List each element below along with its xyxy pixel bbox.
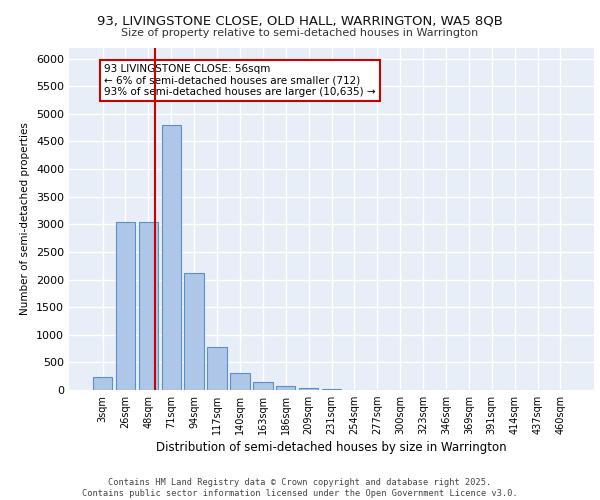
Bar	[208, 347, 227, 390]
Text: Size of property relative to semi-detached houses in Warrington: Size of property relative to semi-detach…	[121, 28, 479, 38]
Text: 93, LIVINGSTONE CLOSE, OLD HALL, WARRINGTON, WA5 8QB: 93, LIVINGSTONE CLOSE, OLD HALL, WARRING…	[97, 15, 503, 28]
Bar	[116, 222, 135, 390]
Bar	[184, 273, 204, 390]
Text: 93 LIVINGSTONE CLOSE: 56sqm
← 6% of semi-detached houses are smaller (712)
93% o: 93 LIVINGSTONE CLOSE: 56sqm ← 6% of semi…	[104, 64, 376, 98]
Text: Contains HM Land Registry data © Crown copyright and database right 2025.
Contai: Contains HM Land Registry data © Crown c…	[82, 478, 518, 498]
Bar	[139, 222, 158, 390]
Bar	[93, 376, 112, 390]
Bar	[253, 382, 272, 390]
Y-axis label: Number of semi-detached properties: Number of semi-detached properties	[20, 122, 31, 315]
Bar	[322, 389, 341, 390]
Bar	[276, 386, 295, 390]
X-axis label: Distribution of semi-detached houses by size in Warrington: Distribution of semi-detached houses by …	[156, 442, 507, 454]
Bar	[161, 125, 181, 390]
Bar	[299, 388, 319, 390]
Bar	[230, 373, 250, 390]
